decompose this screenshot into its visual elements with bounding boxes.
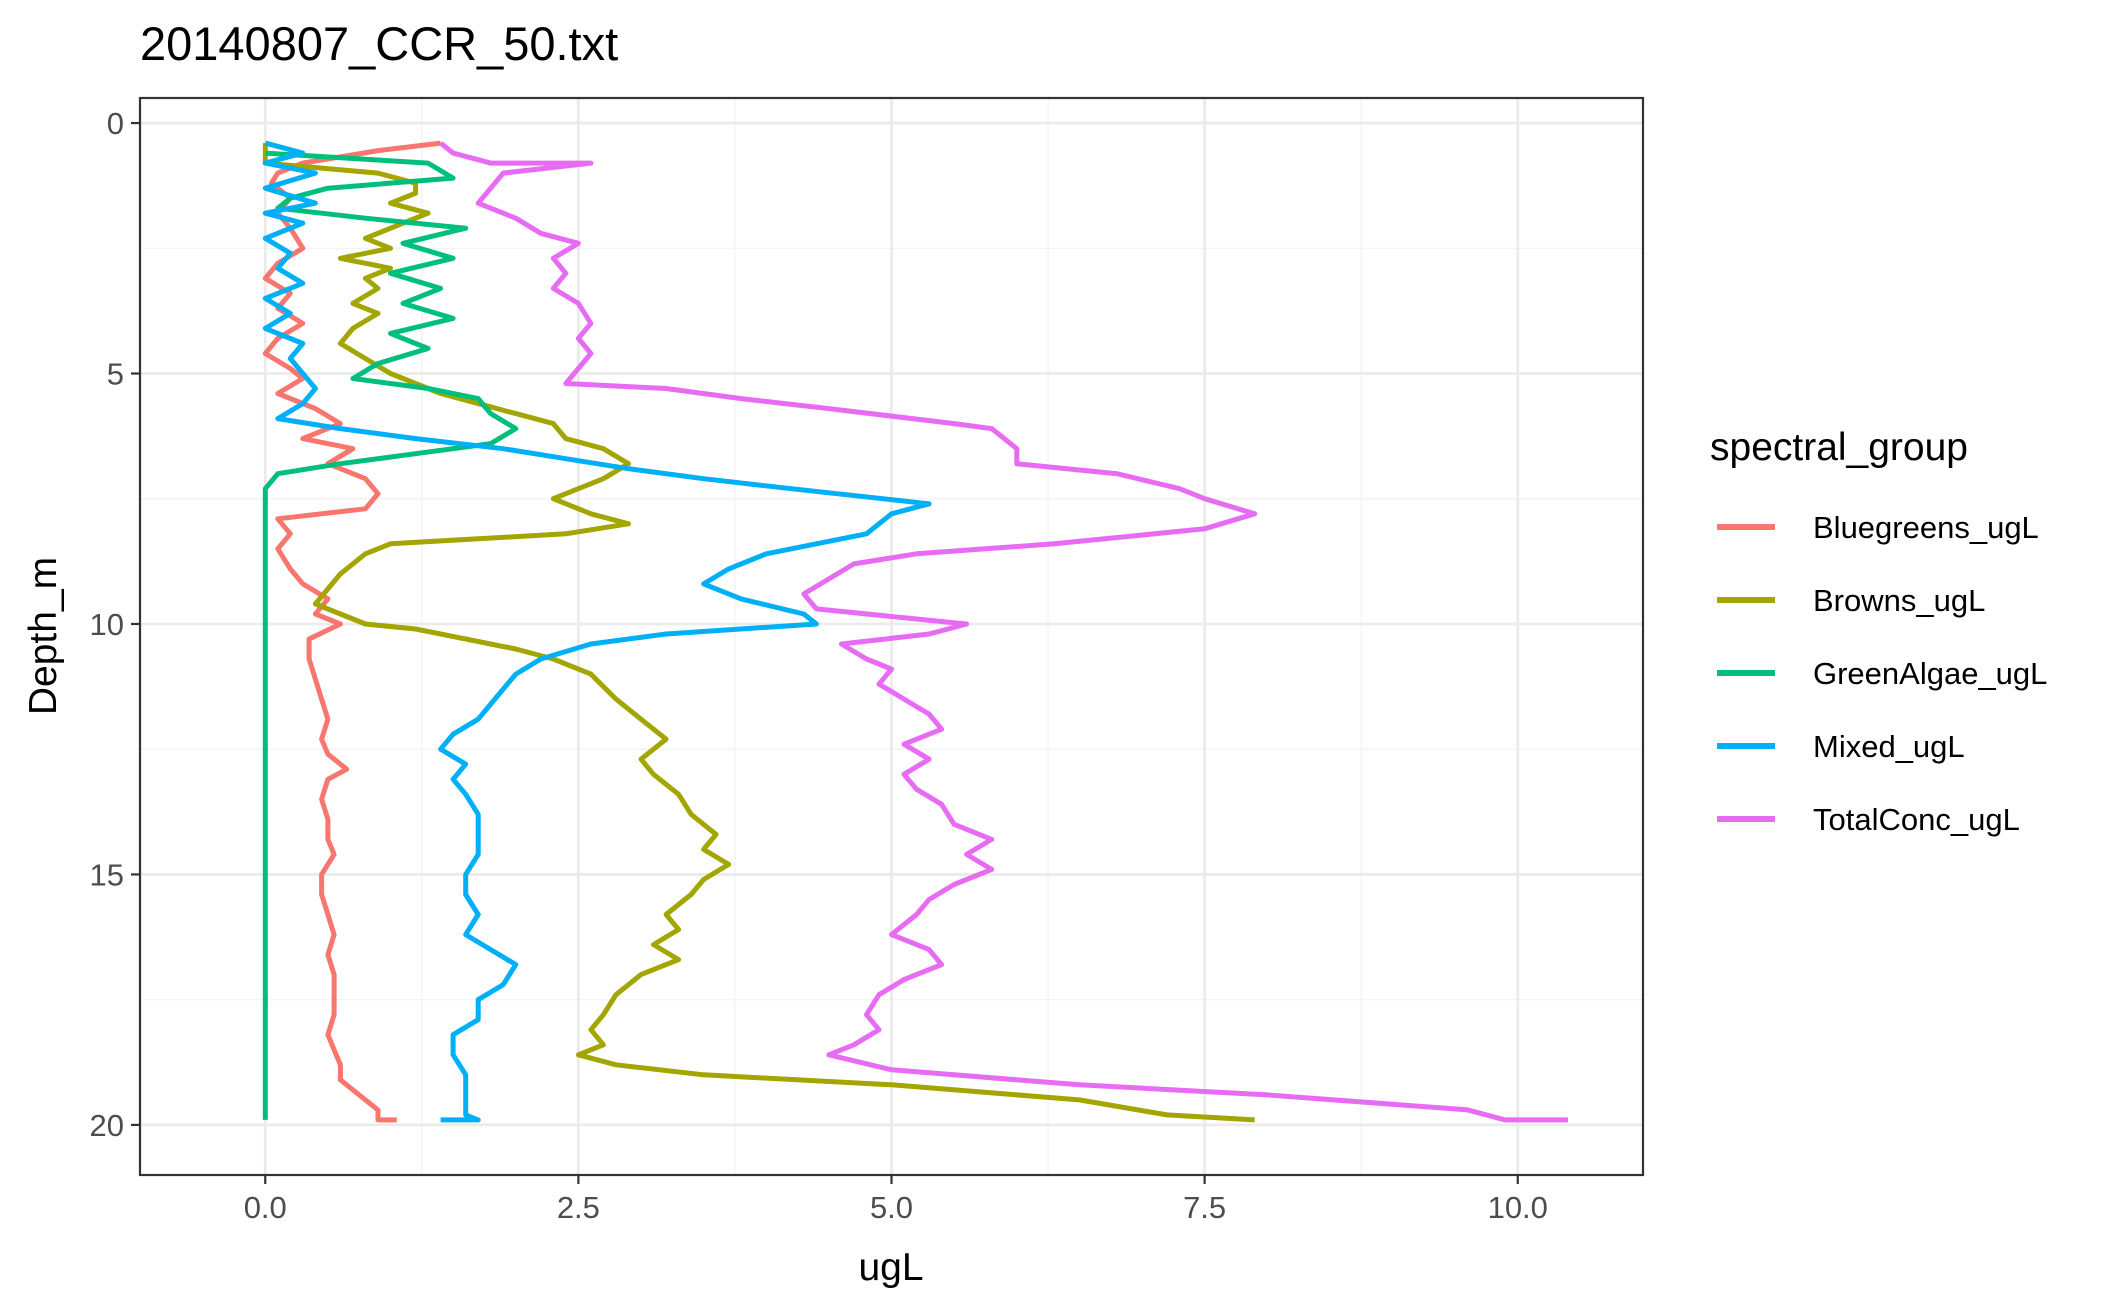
y-tick-label: 15 bbox=[90, 857, 124, 892]
x-axis: 0.0 2.5 5.0 7.5 10.0 bbox=[244, 1175, 1548, 1225]
x-tick-label: 10.0 bbox=[1488, 1190, 1548, 1225]
legend: spectral_group Bluegreens_ugL Browns_ugL G… bbox=[1710, 426, 2047, 837]
legend-items: Bluegreens_ugL Browns_ugL GreenAlgae_ugL Mi… bbox=[1717, 510, 2047, 837]
x-tick-label: 0.0 bbox=[244, 1190, 287, 1225]
series-line-totalconc-ugl bbox=[439, 141, 1568, 1123]
y-tick-label: 10 bbox=[90, 607, 124, 642]
x-tick-label: 7.5 bbox=[1183, 1190, 1226, 1225]
y-tick-label: 20 bbox=[90, 1108, 124, 1143]
series-line-browns-ugl bbox=[262, 143, 1255, 1123]
series-line-bluegreens-ugl bbox=[262, 140, 441, 1123]
y-tick-label: 0 bbox=[107, 106, 124, 141]
x-tick-label: 2.5 bbox=[557, 1190, 600, 1225]
legend-label-mixed-ugl: Mixed_ugL bbox=[1813, 729, 1965, 764]
series-layer bbox=[262, 140, 1568, 1123]
chart-title: 20140807_CCR_50.txt bbox=[140, 17, 618, 70]
x-axis-title: ugL bbox=[858, 1246, 923, 1289]
legend-label-totalconc-ugl: TotalConc_ugL bbox=[1813, 802, 2020, 837]
x-tick-label: 5.0 bbox=[870, 1190, 913, 1225]
legend-title: spectral_group bbox=[1710, 426, 1968, 469]
legend-label-greenalgae-ugl: GreenAlgae_ugL bbox=[1813, 656, 2047, 691]
y-axis-title: Depth_m bbox=[22, 557, 65, 715]
y-axis: 0 5 10 15 20 bbox=[90, 106, 140, 1143]
y-tick-label: 5 bbox=[107, 357, 124, 392]
legend-label-browns-ugl: Browns_ugL bbox=[1813, 583, 1985, 618]
series-line-mixed-ugl bbox=[262, 140, 932, 1123]
legend-label-bluegreens-ugl: Bluegreens_ugL bbox=[1813, 510, 2039, 545]
